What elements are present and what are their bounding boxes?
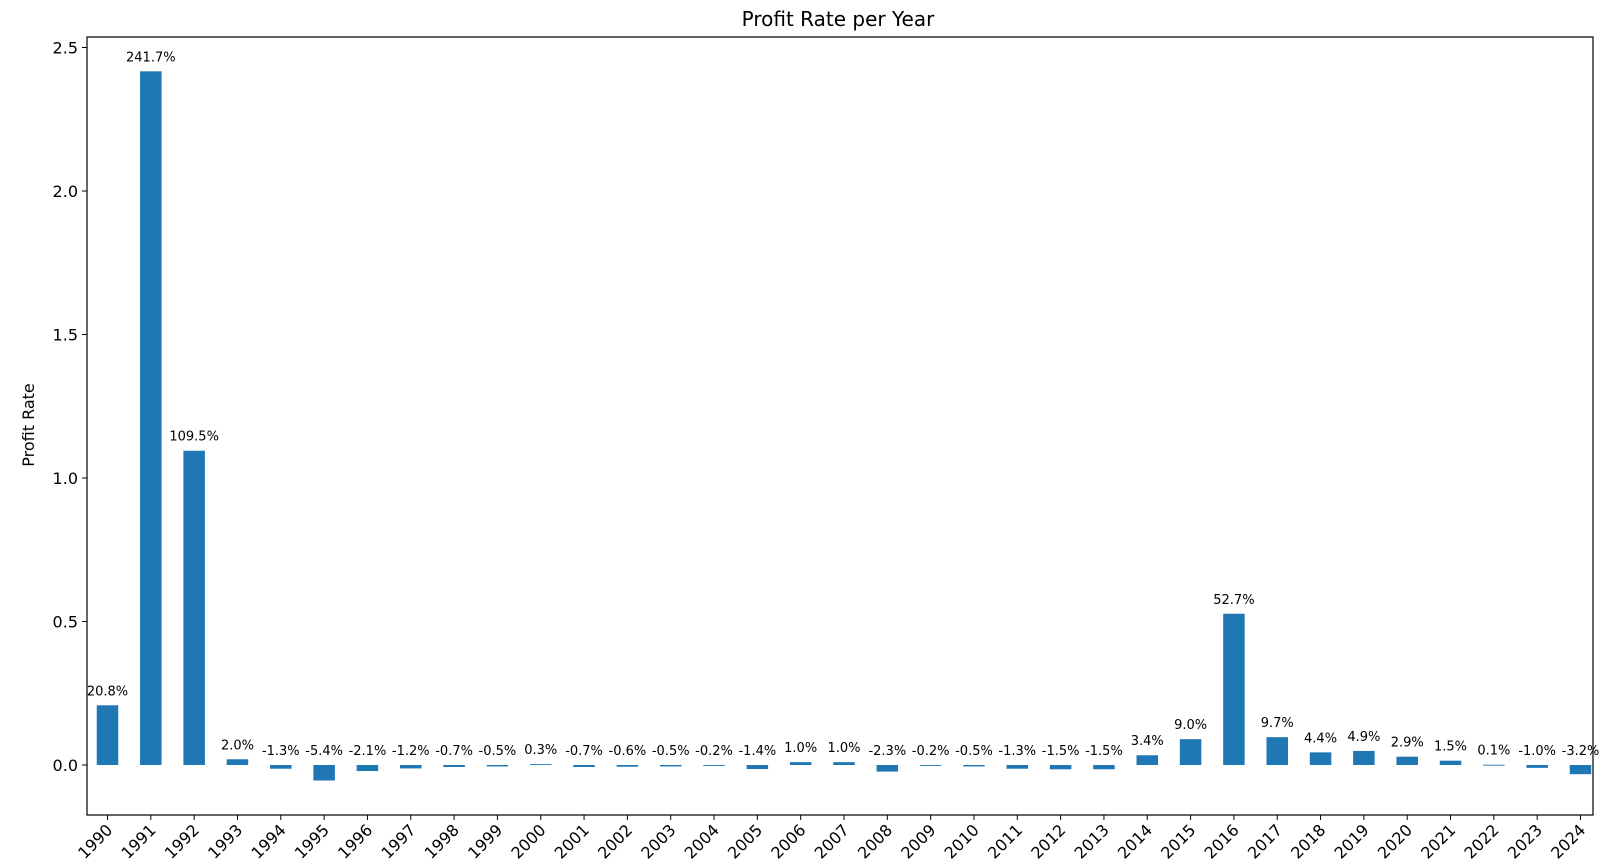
value-label-2016: 52.7% — [1213, 593, 1254, 608]
bar-2001 — [573, 765, 595, 768]
value-label-2024: -3.2% — [1562, 744, 1600, 759]
bar-1996 — [356, 765, 379, 772]
bar-2017 — [1266, 737, 1288, 765]
value-label-1993: 2.0% — [221, 738, 254, 753]
bar-2005 — [746, 765, 769, 770]
value-label-2023: -1.0% — [1518, 744, 1556, 759]
bar-1993 — [226, 759, 249, 765]
value-label-2002: -0.6% — [609, 744, 647, 759]
value-label-1990: 20.8% — [87, 684, 128, 699]
value-label-2022: 0.1% — [1477, 744, 1510, 759]
bar-1990 — [96, 705, 119, 765]
value-label-1995: -5.4% — [305, 744, 343, 759]
value-label-1994: -1.3% — [262, 744, 300, 759]
value-label-2020: 2.9% — [1391, 736, 1424, 751]
bar-1998 — [443, 765, 465, 768]
bar-2012 — [1049, 765, 1072, 770]
bar-2018 — [1309, 752, 1332, 765]
value-label-2017: 9.7% — [1261, 716, 1294, 731]
bar-2006 — [789, 762, 812, 765]
bar-1999 — [486, 765, 509, 767]
bar-2013 — [1093, 765, 1115, 770]
value-label-2011: -1.3% — [998, 744, 1036, 759]
value-label-2021: 1.5% — [1434, 740, 1467, 755]
bar-2021 — [1439, 760, 1462, 765]
bar-2009 — [919, 765, 942, 766]
value-label-2008: -2.3% — [868, 744, 906, 759]
value-label-2019: 4.9% — [1347, 730, 1380, 745]
value-label-1997: -1.2% — [392, 744, 430, 759]
bar-1991 — [140, 71, 162, 765]
value-label-2004: -0.2% — [695, 744, 733, 759]
bar-2010 — [963, 765, 985, 767]
value-label-2006: 1.0% — [784, 741, 817, 756]
bar-2000 — [529, 764, 552, 766]
y-tick-label-0.0: 0.0 — [53, 756, 78, 775]
value-label-2015: 9.0% — [1174, 718, 1207, 733]
y-tick-label-0.5: 0.5 — [53, 613, 78, 632]
value-label-2005: -1.4% — [738, 744, 776, 759]
value-label-1999: -0.5% — [479, 744, 517, 759]
bar-1997 — [400, 765, 422, 769]
y-tick-label-1.5: 1.5 — [53, 326, 78, 345]
bar-1995 — [313, 765, 335, 781]
value-label-2000: 0.3% — [524, 743, 557, 758]
bar-2011 — [1006, 765, 1029, 769]
value-label-2009: -0.2% — [912, 744, 950, 759]
value-label-2010: -0.5% — [955, 744, 993, 759]
bar-2003 — [659, 765, 682, 767]
bar-2008 — [876, 765, 899, 772]
value-label-1992: 109.5% — [169, 430, 219, 445]
value-label-2003: -0.5% — [652, 744, 690, 759]
bar-2022 — [1483, 764, 1505, 766]
bar-2016 — [1223, 613, 1245, 765]
bar-2019 — [1353, 750, 1375, 765]
value-label-1996: -2.1% — [349, 744, 387, 759]
bar-1992 — [183, 450, 205, 765]
y-tick-label-2.5: 2.5 — [53, 39, 78, 58]
value-label-2001: -0.7% — [565, 744, 603, 759]
value-label-2018: 4.4% — [1304, 731, 1337, 746]
bar-2024 — [1569, 765, 1592, 775]
bar-2023 — [1526, 765, 1548, 768]
y-tick-label-1.0: 1.0 — [53, 469, 78, 488]
value-label-1998: -0.7% — [435, 744, 473, 759]
bar-1994 — [270, 765, 292, 769]
value-label-2013: -1.5% — [1085, 744, 1123, 759]
bar-2002 — [616, 765, 639, 767]
value-label-2014: 3.4% — [1131, 734, 1164, 749]
bar-2014 — [1136, 755, 1159, 765]
chart-title: Profit Rate per Year — [742, 7, 935, 31]
plot-frame — [86, 36, 1594, 816]
value-label-2012: -1.5% — [1042, 744, 1080, 759]
value-label-1991: 241.7% — [126, 50, 176, 65]
y-tick-label-2.0: 2.0 — [53, 182, 78, 201]
y-axis-label: Profit Rate — [19, 383, 38, 467]
bar-2015 — [1179, 739, 1202, 765]
bar-2020 — [1396, 756, 1418, 765]
value-label-2007: 1.0% — [827, 741, 860, 756]
bar-2007 — [833, 762, 855, 765]
bar-2004 — [703, 765, 725, 766]
